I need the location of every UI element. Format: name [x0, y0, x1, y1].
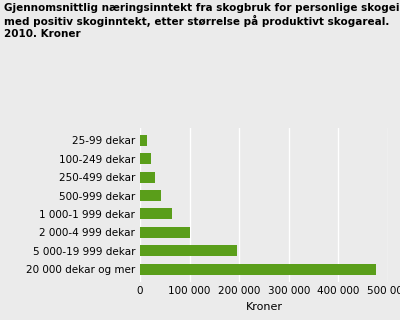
Bar [140, 245, 237, 256]
Bar [140, 190, 161, 201]
Bar [140, 172, 155, 183]
X-axis label: Kroner: Kroner [246, 302, 282, 312]
Text: Gjennomsnittlig næringsinntekt fra skogbruk for personlige skogeiere
med positiv: Gjennomsnittlig næringsinntekt fra skogb… [4, 3, 400, 39]
Bar [140, 153, 151, 164]
Bar [140, 227, 190, 238]
Bar [140, 208, 172, 220]
Bar [140, 135, 148, 146]
Bar [140, 264, 376, 275]
